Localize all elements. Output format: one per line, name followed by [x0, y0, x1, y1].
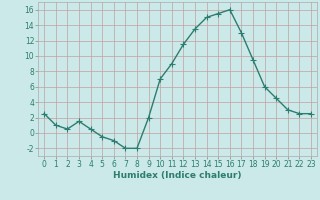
X-axis label: Humidex (Indice chaleur): Humidex (Indice chaleur)	[113, 171, 242, 180]
